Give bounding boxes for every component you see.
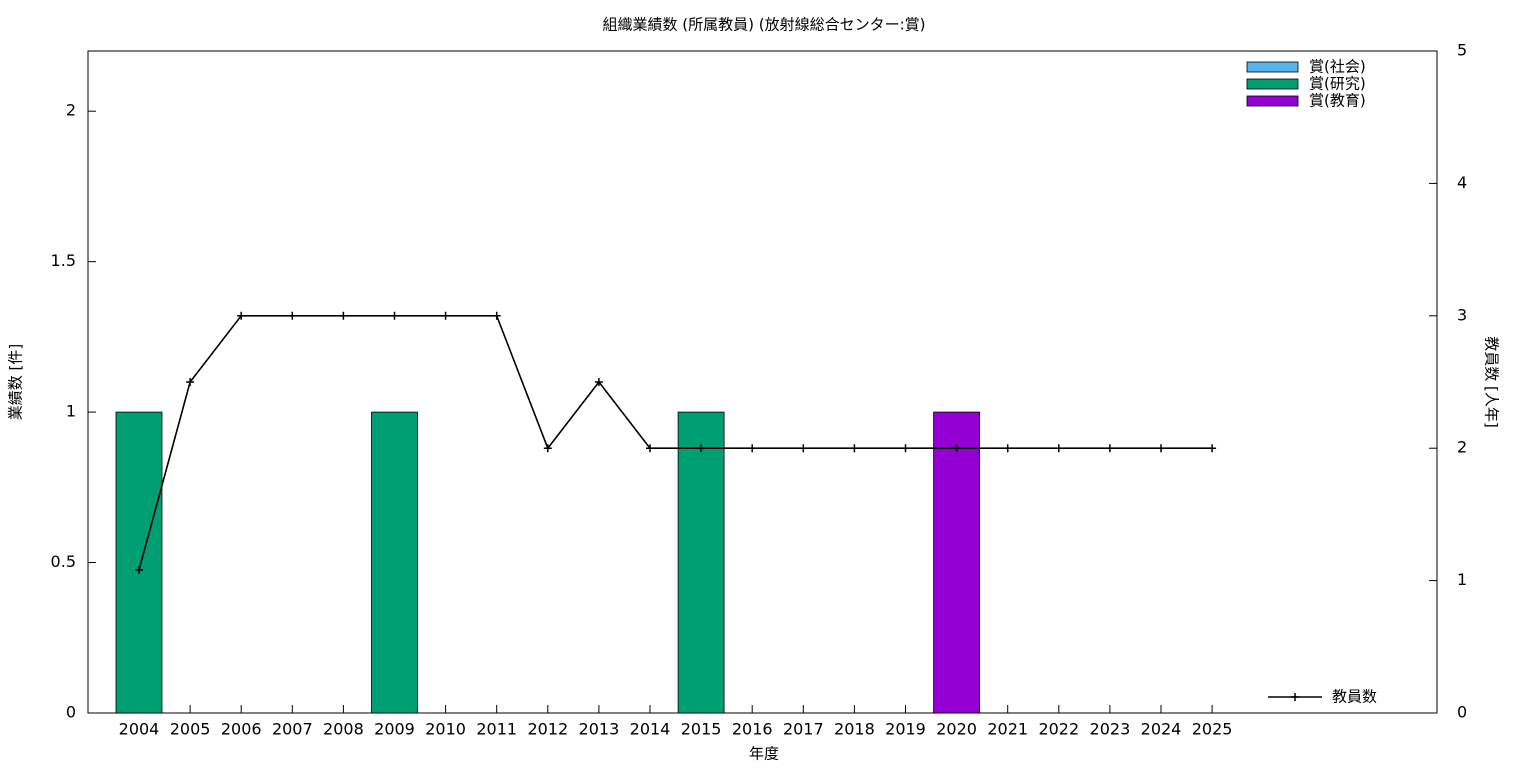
x-tick-label: 2019 <box>885 720 926 739</box>
point-marker <box>594 378 603 386</box>
bar <box>115 411 163 714</box>
x-tick-label: 2006 <box>221 720 262 739</box>
point-marker <box>1054 444 1063 453</box>
legend-swatch <box>1246 78 1299 90</box>
x-tick-label: 2005 <box>170 720 211 739</box>
legend-swatch <box>1246 95 1299 107</box>
x-tick-label: 2017 <box>783 720 824 739</box>
y2-axis-label: 教員数 [人年] <box>1483 336 1501 427</box>
legend-marker <box>1291 693 1299 701</box>
bar <box>371 411 418 714</box>
x-tick-label: 2018 <box>834 720 875 739</box>
x-tick-label: 2024 <box>1141 720 1182 739</box>
y-tick-label: 1.5 <box>51 251 76 270</box>
point-marker <box>186 378 195 386</box>
y-tick-label: 0.5 <box>51 552 76 571</box>
point-marker <box>288 311 297 320</box>
legend-label: 賞(教育) <box>1309 92 1366 110</box>
point-marker <box>492 311 501 320</box>
point-marker <box>237 311 246 320</box>
chart-title: 組織業績数 (所属教員) (放射線総合センター:賞) <box>602 16 925 34</box>
x-tick-label: 2013 <box>579 720 620 739</box>
point-marker <box>1003 444 1012 453</box>
point-marker <box>952 444 961 453</box>
y-tick-label: 1 <box>66 402 76 421</box>
x-tick-label: 2025 <box>1192 720 1233 739</box>
line <box>138 315 1213 571</box>
x-tick-label: 2023 <box>1090 720 1131 739</box>
x-tick-label: 2010 <box>425 720 466 739</box>
x-axis-label: 年度 <box>749 745 779 763</box>
bar <box>933 411 980 714</box>
legend-label: 賞(社会) <box>1309 58 1366 76</box>
point-marker <box>850 444 859 453</box>
point-marker <box>1157 444 1165 453</box>
point-marker <box>748 444 757 453</box>
x-tick-label: 2021 <box>987 720 1028 739</box>
point-marker <box>390 311 399 320</box>
x-tick-label: 2007 <box>272 720 313 739</box>
point-marker <box>697 444 706 453</box>
bar <box>677 411 725 714</box>
x-tick-label: 2015 <box>681 720 722 739</box>
y2-tick-label: 5 <box>1457 41 1467 60</box>
y-tick-label: 0 <box>66 703 76 722</box>
legend-label: 賞(研究) <box>1309 75 1366 93</box>
x-tick-label: 2012 <box>527 720 568 739</box>
x-tick-label: 2016 <box>732 720 773 739</box>
plot-frame <box>87 50 1438 714</box>
legend-swatch <box>1246 61 1299 73</box>
y2-tick-label: 1 <box>1457 570 1467 589</box>
point-marker <box>1208 444 1217 453</box>
x-tick-label: 2009 <box>374 720 415 739</box>
point-marker <box>441 311 450 320</box>
x-tick-label: 2011 <box>476 720 517 739</box>
x-tick-label: 2008 <box>323 720 364 739</box>
point-marker <box>799 444 808 453</box>
x-tick-label: 2022 <box>1038 720 1079 739</box>
y2-tick-label: 4 <box>1457 173 1467 192</box>
point-marker <box>1105 444 1114 453</box>
point-marker <box>646 444 654 453</box>
y-axis-label: 業績数 [件] <box>7 344 25 420</box>
point-marker <box>543 444 552 453</box>
x-tick-label: 2014 <box>630 720 671 739</box>
x-tick-label: 2020 <box>936 720 977 739</box>
y-tick-label: 2 <box>66 101 76 120</box>
point-marker <box>339 311 348 320</box>
point-marker <box>901 444 910 453</box>
y2-tick-label: 3 <box>1457 305 1467 324</box>
x-tick-label: 2004 <box>119 720 160 739</box>
y2-tick-label: 2 <box>1457 438 1467 457</box>
y2-tick-label: 0 <box>1457 703 1467 722</box>
point-marker <box>135 566 143 575</box>
legend-label: 教員数 <box>1332 688 1377 706</box>
